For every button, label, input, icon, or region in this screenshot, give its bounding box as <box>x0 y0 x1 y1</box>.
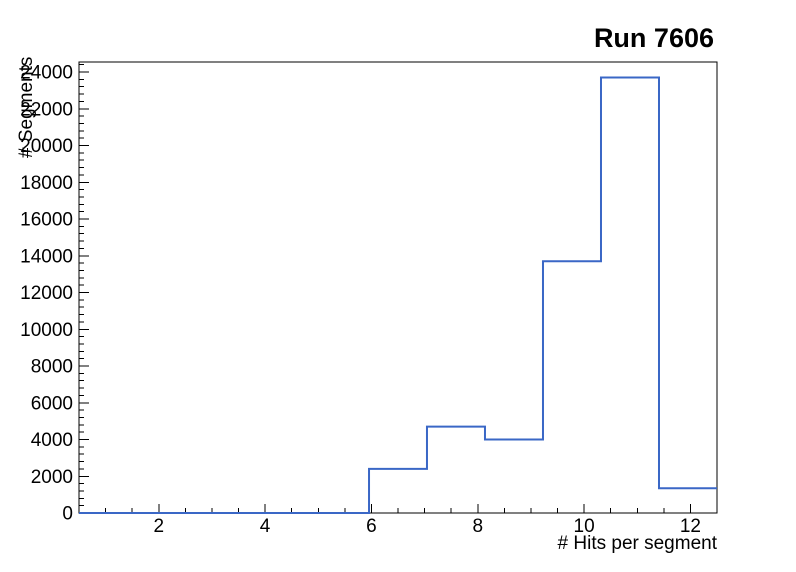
y-tick-label: 20000 <box>20 136 73 157</box>
x-tick-label: 4 <box>260 516 271 537</box>
y-tick-label: 10000 <box>20 320 73 341</box>
y-tick-label: 0 <box>62 504 73 525</box>
x-tick-label: 12 <box>680 516 701 537</box>
y-tick-label: 24000 <box>20 63 73 84</box>
y-tick-label: 16000 <box>20 210 73 231</box>
histogram-line <box>79 76 717 514</box>
x-axis-title: # Hits per segment <box>557 533 717 554</box>
x-tick-label: 10 <box>574 516 595 537</box>
y-tick-label: 18000 <box>20 173 73 194</box>
y-tick-label: 2000 <box>31 467 73 488</box>
x-tick-label: 6 <box>366 516 377 537</box>
y-tick-label: 22000 <box>20 99 73 120</box>
y-tick-label: 8000 <box>31 357 73 378</box>
y-tick-label: 12000 <box>20 283 73 304</box>
chart-title: Run 7606 <box>593 23 714 53</box>
y-tick-label: 14000 <box>20 246 73 267</box>
x-tick-label: 8 <box>472 516 483 537</box>
y-tick-label: 6000 <box>31 393 73 414</box>
plot-frame <box>78 61 718 514</box>
y-tick-label: 4000 <box>31 430 73 451</box>
y-axis-title: # Segments <box>16 56 37 158</box>
x-tick-label: 2 <box>153 516 164 537</box>
